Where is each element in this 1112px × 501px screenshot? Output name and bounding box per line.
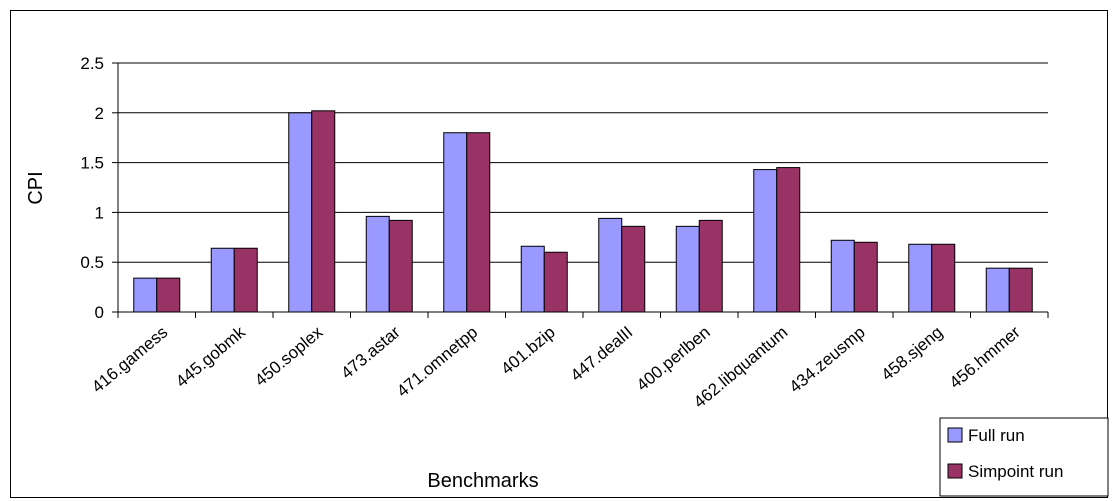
x-tick-label: 473.astar: [337, 322, 404, 382]
bar-full-run: [365, 215, 390, 313]
bar-full-run: [985, 267, 1010, 313]
bar-simpoint-run: [156, 277, 181, 313]
x-axis-title: Benchmarks: [427, 470, 538, 492]
bar-simpoint-run: [698, 219, 723, 313]
legend-box: [939, 417, 1109, 497]
bar-full-run: [520, 245, 545, 313]
bar-full-run: [675, 225, 700, 313]
bar-simpoint-run: [931, 243, 956, 313]
legend-swatch-full-run: [947, 427, 963, 443]
bar-simpoint-run: [776, 167, 801, 313]
tick-labels: 0 0.5 1 1.5 2 2.5 416.gamess 445.gobmk 450.sople…: [80, 54, 1024, 412]
y-tick-label: 0: [95, 303, 104, 322]
bar-simpoint-run: [233, 247, 258, 313]
y-tick-label: 0.5: [80, 253, 104, 272]
chart-frame: [10, 10, 1108, 498]
bar-full-run: [598, 217, 623, 313]
bar-simpoint-run: [621, 225, 646, 313]
x-tick-label: 450.soplex: [251, 322, 327, 390]
y-tick-label: 1: [95, 203, 104, 222]
legend-label-simpoint-run: Simpoint run: [968, 462, 1063, 481]
bar-simpoint-run: [388, 219, 413, 313]
x-tick-label: 445.gobmk: [172, 322, 249, 391]
legend-label-full-run: Full run: [968, 426, 1025, 445]
bar-full-run: [288, 112, 313, 313]
legend: Full run Simpoint run: [939, 417, 1109, 497]
y-tick-label: 1.5: [80, 154, 104, 173]
bar-simpoint-run: [853, 241, 878, 313]
bar-full-run: [908, 243, 933, 313]
bar-full-run: [443, 132, 468, 313]
axes: [112, 62, 1049, 318]
x-tick-label: 434.zeusmp: [786, 323, 869, 397]
y-axis-title: CPI: [25, 171, 47, 204]
y-tick-label: 2.5: [80, 54, 104, 73]
bar-simpoint-run: [466, 132, 491, 313]
x-tick-label: 447.dealII: [567, 323, 636, 386]
bars: [133, 110, 1033, 313]
x-tick-label: 471.omnetpp: [393, 323, 481, 401]
x-tick-label: 416.gamess: [88, 323, 171, 397]
bar-simpoint-run: [311, 110, 336, 313]
bar-full-run: [210, 247, 235, 313]
x-tick-label: 400.perlben: [633, 323, 714, 395]
bar-simpoint-run: [1008, 267, 1033, 313]
gridlines: [118, 62, 1048, 263]
y-tick-label: 2: [95, 104, 104, 123]
bar-full-run: [753, 169, 778, 313]
bar-full-run: [133, 277, 158, 313]
bar-full-run: [830, 239, 855, 313]
bar-simpoint-run: [543, 251, 568, 313]
legend-swatch-simpoint-run: [947, 463, 963, 479]
x-tick-label: 456.hmmer: [946, 322, 1024, 392]
x-tick-label: 458.sjeng: [878, 323, 947, 385]
x-tick-label: 401.bzip: [497, 323, 558, 379]
